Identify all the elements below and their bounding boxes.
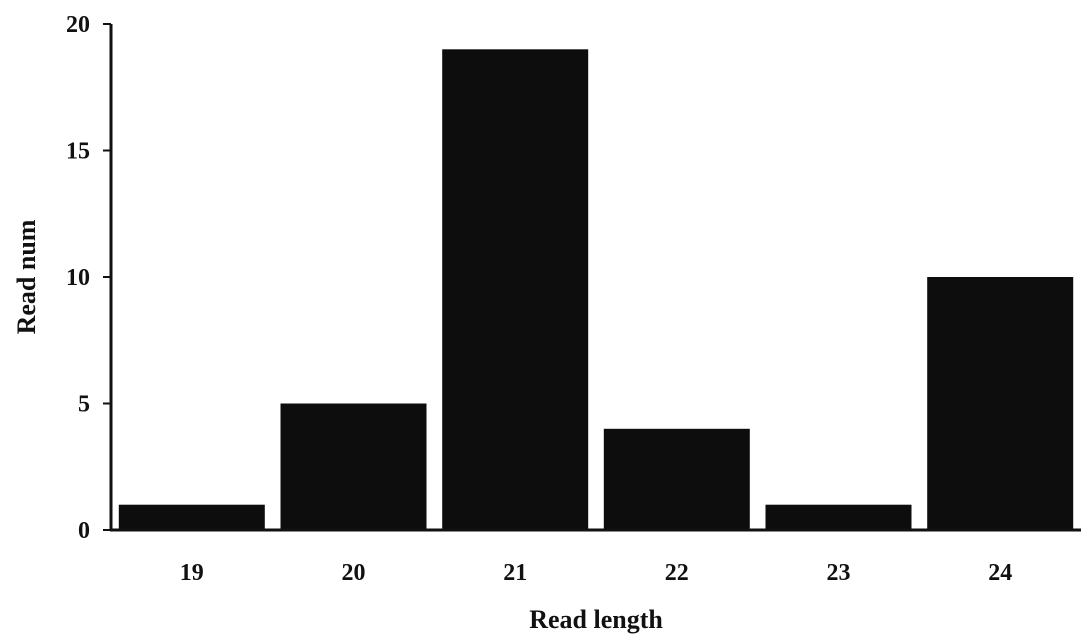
x-tick-label: 20 [342,560,366,586]
y-tick-label: 0 [78,518,90,544]
y-ticks-group: 0 5 10 15 20 [66,12,111,544]
x-tick-label: 21 [503,560,527,586]
bar-19 [118,504,265,530]
y-tick-label: 20 [66,12,90,38]
bar-24 [927,277,1074,530]
bar-21 [442,49,589,531]
bar-23 [765,504,912,530]
x-ticks-group: 19 20 21 22 23 24 [180,560,1012,586]
bars-group [118,49,1074,531]
y-tick-label: 5 [78,392,90,418]
x-tick-label: 24 [988,560,1012,586]
x-axis-label: Read length [529,605,663,634]
y-tick-label: 10 [66,265,90,291]
x-tick-label: 19 [180,560,204,586]
y-tick-label: 15 [66,139,90,165]
y-axis-label: Read num [12,219,41,334]
bar-22 [603,428,750,530]
x-tick-label: 23 [827,560,851,586]
x-tick-label: 22 [665,560,689,586]
bar-20 [280,403,427,530]
